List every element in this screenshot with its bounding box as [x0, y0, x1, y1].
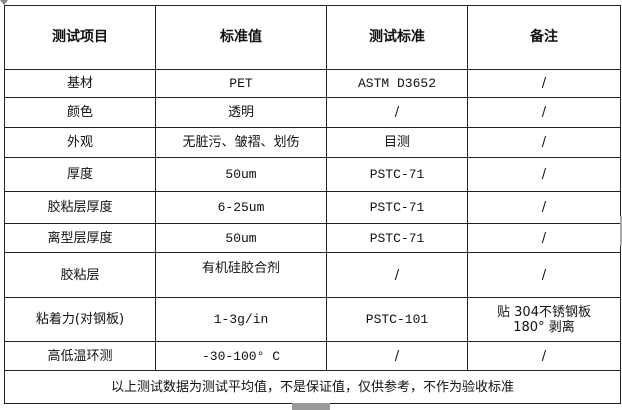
- cell: PSTC-71: [326, 191, 468, 224]
- table-row: 厚度 50um PSTC-71 /: [4, 157, 621, 192]
- cell: /: [467, 252, 621, 298]
- cell: PSTC-101: [326, 297, 468, 342]
- table-row: 基材 PET ASTM D3652 /: [4, 69, 621, 98]
- header-row: 测试项目 标准值 测试标准 备注: [4, 5, 621, 70]
- header-cell: 备注: [467, 5, 621, 70]
- header-cell: 标准值: [155, 5, 327, 70]
- cell: /: [467, 157, 621, 192]
- cell: 离型层厚度: [4, 223, 156, 253]
- cell: 高低温环测: [4, 341, 156, 371]
- cell: 有机硅胶合剂: [155, 252, 327, 298]
- footer-row: 以上测试数据为测试平均值，不是保证值，仅供参考，不作为验收标准: [4, 370, 621, 404]
- table-row: 粘着力(对钢板) 1-3g/in PSTC-101 贴 304不锈钢板 180°…: [4, 297, 621, 342]
- cell: 粘着力(对钢板): [4, 297, 156, 342]
- footer-note: 以上测试数据为测试平均值，不是保证值，仅供参考，不作为验收标准: [4, 370, 621, 404]
- table-row: 高低温环测 -30-100° C / /: [4, 341, 621, 371]
- cell: 透明: [155, 97, 327, 128]
- table-row: 外观 无脏污、皱褶、划伤 目测 /: [4, 127, 621, 158]
- cell: 6-25um: [155, 191, 327, 224]
- cell: PSTC-71: [326, 223, 468, 253]
- scrollbar-edge[interactable]: [620, 216, 622, 246]
- cell: -30-100° C: [155, 341, 327, 371]
- cell: 厚度: [4, 157, 156, 192]
- cell: PET: [155, 69, 327, 98]
- cell: /: [467, 97, 621, 128]
- table-row: 颜色 透明 / /: [4, 97, 621, 128]
- cell: /: [467, 341, 621, 371]
- resize-corner-icon: [0, 0, 8, 5]
- cell: /: [467, 69, 621, 98]
- cell: /: [467, 191, 621, 224]
- cell: 目测: [326, 127, 468, 158]
- cell: 无脏污、皱褶、划伤: [155, 127, 327, 158]
- cell: /: [326, 97, 468, 128]
- cell: 50um: [155, 223, 327, 253]
- table-move-handle[interactable]: [292, 403, 330, 410]
- table-row: 胶粘层厚度 6-25um PSTC-71 /: [4, 191, 621, 224]
- table-row: 胶粘层 有机硅胶合剂 / /: [4, 252, 621, 298]
- cell: 1-3g/in: [155, 297, 327, 342]
- cell: /: [467, 223, 621, 253]
- cell: PSTC-71: [326, 157, 468, 192]
- cell: 胶粘层: [4, 252, 156, 298]
- cell: ASTM D3652: [326, 69, 468, 98]
- cell: 贴 304不锈钢板 180° 剥离: [467, 297, 621, 342]
- cell: 50um: [155, 157, 327, 192]
- cell: 胶粘层厚度: [4, 191, 156, 224]
- spec-table: 测试项目 标准值 测试标准 备注 基材 PET ASTM D3652 / 颜色 …: [4, 5, 621, 404]
- table-row: 离型层厚度 50um PSTC-71 /: [4, 223, 621, 253]
- header-cell: 测试项目: [4, 5, 156, 70]
- cell: /: [326, 252, 468, 298]
- cell: /: [326, 341, 468, 371]
- cell: /: [467, 127, 621, 158]
- header-cell: 测试标准: [326, 5, 468, 70]
- cell: 基材: [4, 69, 156, 98]
- cell: 外观: [4, 127, 156, 158]
- cell: 颜色: [4, 97, 156, 128]
